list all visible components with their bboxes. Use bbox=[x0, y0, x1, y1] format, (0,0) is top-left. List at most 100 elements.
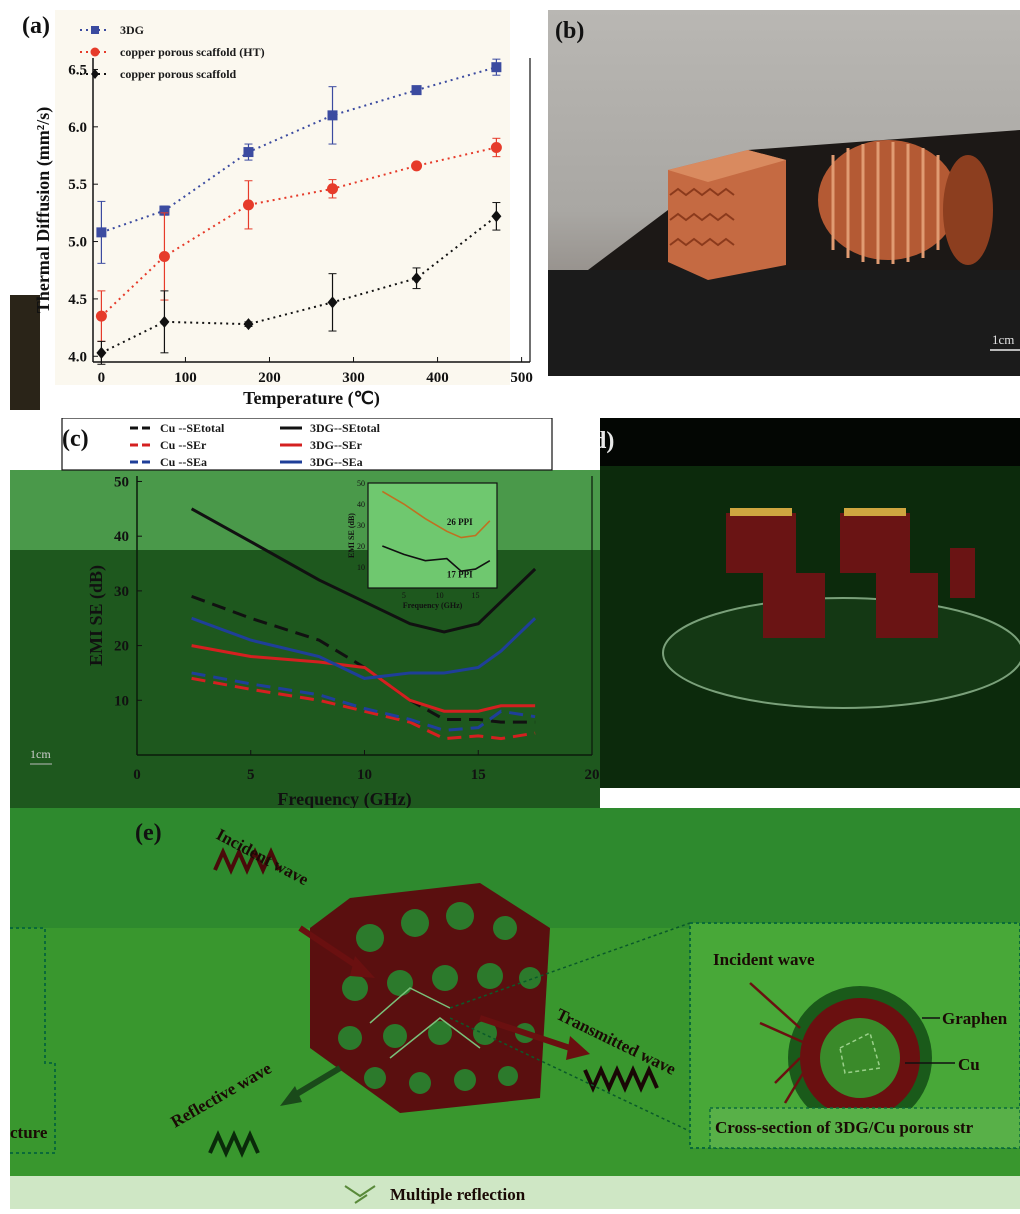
data-point bbox=[491, 210, 502, 223]
inset-series-line bbox=[382, 545, 491, 573]
legend-label: 3DG--SEr bbox=[310, 438, 363, 452]
inset-x-tick: 5 bbox=[402, 591, 406, 600]
cross-section-ring bbox=[788, 986, 932, 1130]
inset-series-line bbox=[381, 490, 491, 539]
transmitted-wave bbox=[479, 1015, 659, 1093]
left-box-text: cture bbox=[10, 1123, 48, 1142]
x-tick-label: 200 bbox=[258, 370, 281, 386]
y-tick-label: 30 bbox=[114, 584, 129, 600]
y-tick-label: 10 bbox=[114, 693, 129, 709]
inset-y-tick: 40 bbox=[357, 500, 365, 509]
multiple-reflection-label: Multiple reflection bbox=[390, 1185, 526, 1204]
data-point bbox=[158, 250, 170, 262]
incident-wave-label: Incident wave bbox=[213, 825, 312, 890]
data-point bbox=[96, 346, 107, 359]
series-line bbox=[191, 616, 537, 680]
inset-x-tick: 10 bbox=[436, 591, 444, 600]
y-tick-label: 20 bbox=[114, 639, 129, 655]
data-point bbox=[490, 141, 502, 153]
reflective-wave bbox=[208, 1065, 342, 1158]
inset-y-tick: 50 bbox=[357, 479, 365, 488]
data-point bbox=[96, 227, 107, 238]
x-tick-label: 0 bbox=[133, 767, 141, 783]
data-point bbox=[411, 85, 422, 96]
graphene-label: Graphen bbox=[942, 1009, 1008, 1028]
panel-d-photo bbox=[578, 418, 1020, 788]
copper-scaffolds-photo bbox=[548, 130, 1020, 376]
inset-y-tick: 30 bbox=[357, 521, 365, 530]
y-tick-label: 6.0 bbox=[68, 120, 87, 136]
porous-3dg-cu-cube bbox=[310, 883, 550, 1113]
legend-marker bbox=[90, 47, 100, 57]
x-tick-label: 100 bbox=[174, 370, 197, 386]
x-tick-label: 400 bbox=[426, 370, 449, 386]
inset-annotation: 17 PPI bbox=[447, 570, 473, 580]
y-axis-title: Thermal Diffusion (mm²/s) bbox=[33, 107, 54, 313]
panel-c-chart: Cu --SEtotal Cu --SEr Cu --SEa 3DG--SEtotal… bbox=[10, 417, 600, 810]
chart-c-legend: Cu --SEtotal Cu --SEr Cu --SEa 3DG--SEtotal… bbox=[130, 421, 381, 469]
x-tick-label: 300 bbox=[342, 370, 365, 386]
series-line bbox=[191, 644, 536, 713]
y-tick-label: 4.5 bbox=[68, 292, 87, 308]
left-structure-box bbox=[10, 927, 56, 1154]
legend-label: Cu --SEr bbox=[160, 438, 207, 452]
y-tick-label: 5.0 bbox=[68, 235, 87, 251]
y-tick-label: 40 bbox=[114, 529, 129, 545]
x-axis-title: Temperature (℃) bbox=[243, 388, 380, 409]
cu-label: Cu bbox=[958, 1055, 980, 1074]
panel-a-chart: 3DG copper porous scaffold (HT) copper por… bbox=[10, 10, 545, 410]
shielding-mechanism-diagram: cture Incident wave bbox=[10, 825, 1020, 1209]
copper-cube bbox=[668, 150, 786, 280]
x-tick-label: 5 bbox=[247, 767, 255, 783]
panel-label-e: (e) bbox=[135, 820, 162, 846]
data-point bbox=[243, 147, 254, 158]
inset-y-tick: 10 bbox=[357, 563, 365, 572]
y-axis-title: EMI SE (dB) bbox=[86, 565, 107, 666]
legend-label: copper porous scaffold (HT) bbox=[120, 45, 265, 59]
y-tick-label: 50 bbox=[114, 474, 129, 490]
y-tick-label: 4.0 bbox=[68, 349, 87, 365]
series-line bbox=[191, 671, 536, 732]
data-point bbox=[95, 310, 107, 322]
x-tick-label: 15 bbox=[471, 767, 486, 783]
chart-a-legend: 3DG copper porous scaffold (HT) copper por… bbox=[80, 23, 265, 81]
data-point bbox=[159, 315, 170, 328]
cross-section-caption: Cross-section of 3DG/Cu porous str bbox=[715, 1118, 974, 1137]
panel-b-photo: 1cm bbox=[548, 10, 1020, 376]
legend-label: Cu --SEa bbox=[160, 455, 207, 469]
x-tick-label: 10 bbox=[357, 767, 372, 783]
legend-label: 3DG--SEtotal bbox=[310, 421, 381, 435]
panel-label-a: (a) bbox=[22, 13, 50, 39]
emi-se-chart: Cu --SEtotal Cu --SEr Cu --SEa 3DG--SEtotal… bbox=[10, 417, 600, 810]
thermal-diffusion-chart: 3DG copper porous scaffold (HT) copper por… bbox=[10, 10, 545, 410]
multiple-reflection-arrows bbox=[369, 987, 481, 1059]
inset-x-tick: 15 bbox=[472, 591, 480, 600]
data-point bbox=[243, 318, 254, 331]
legend-label: copper porous scaffold bbox=[120, 67, 237, 81]
data-point bbox=[327, 183, 339, 195]
incident-wave bbox=[213, 847, 375, 978]
inset-incident-arrows bbox=[749, 982, 807, 1104]
panel-label-b: (b) bbox=[555, 18, 585, 44]
inset-incident-label: Incident wave bbox=[713, 950, 815, 969]
x-tick-label: 0 bbox=[98, 370, 106, 386]
legend-label: Cu --SEtotal bbox=[160, 421, 225, 435]
scaffold-samples bbox=[726, 513, 975, 638]
y-tick-label: 5.5 bbox=[68, 177, 87, 193]
x-axis-title: Frequency (GHz) bbox=[277, 789, 411, 808]
inset-y-title: EMI SE (dB) bbox=[347, 513, 356, 558]
copper-cylinder bbox=[818, 140, 993, 265]
inset-x-title: Frequency (GHz) bbox=[403, 601, 463, 610]
data-point bbox=[491, 62, 502, 73]
scale-label: 1cm bbox=[992, 332, 1015, 347]
panel-label-c: (c) bbox=[62, 426, 89, 452]
inset-annotation: 26 PPI bbox=[447, 517, 473, 527]
legend-marker bbox=[91, 26, 99, 34]
data-point bbox=[411, 272, 422, 285]
inset-frame bbox=[367, 482, 498, 589]
legend-label: 3DG bbox=[120, 23, 144, 37]
inset-y-tick: 20 bbox=[357, 542, 365, 551]
legend-label: 3DG--SEa bbox=[310, 455, 363, 469]
x-tick-label: 500 bbox=[510, 370, 533, 386]
data-point bbox=[242, 199, 254, 211]
